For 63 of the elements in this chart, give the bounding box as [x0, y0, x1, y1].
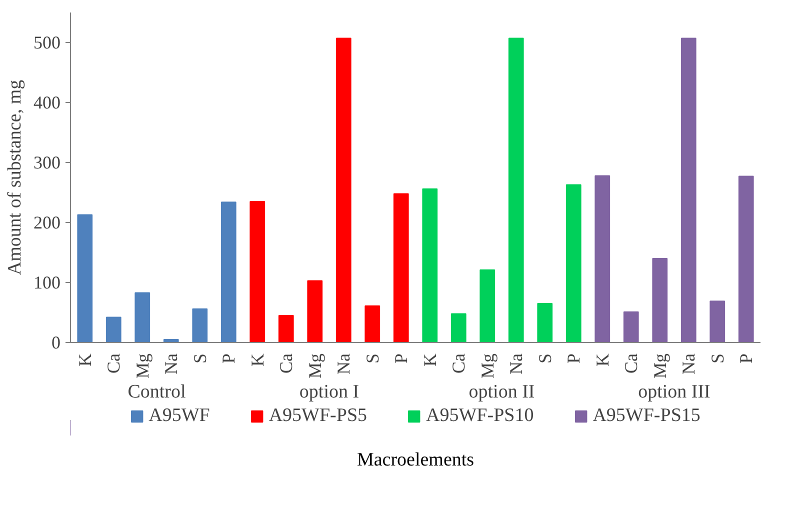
x-tick-label: K [247, 354, 268, 366]
x-tick-label: K [592, 354, 612, 366]
bar [480, 269, 496, 342]
x-tick-label: K [420, 354, 440, 366]
y-tick-label: 300 [34, 152, 60, 172]
legend-label: A95WF-PS15 [592, 405, 700, 427]
bar [422, 188, 438, 342]
legend-label: A95WF-PS5 [268, 405, 368, 427]
x-tick-label: Na [334, 353, 354, 374]
x-tick-label: Na [506, 353, 526, 374]
y-tick-label: 400 [34, 92, 60, 112]
bar [336, 38, 352, 342]
bar [508, 38, 524, 342]
bar [710, 300, 726, 342]
x-tick-label: Na [678, 353, 699, 374]
x-tick-label: Na [161, 353, 182, 374]
x-tick-label: P [391, 353, 412, 364]
bar [680, 38, 696, 342]
x-tick-label: Ca [104, 353, 124, 374]
bar [652, 258, 668, 342]
x-tick-label: S [190, 353, 210, 364]
bar [220, 202, 236, 342]
x-tick-label: Mg [477, 353, 498, 379]
x-tick-label: K [74, 354, 95, 366]
bar [106, 316, 122, 342]
x-tick-label: Ca [276, 353, 296, 374]
x-tick-label: Ca [621, 353, 642, 374]
x-tick-label: Mg [650, 353, 670, 379]
x-tick-label: S [534, 353, 555, 364]
x-tick-label: Mg [304, 353, 325, 379]
bar [192, 308, 208, 342]
bar [450, 313, 466, 342]
x-tick-label: P [736, 353, 756, 364]
x-tick-label: S [362, 353, 382, 364]
legend-label: A95WF-PS10 [426, 405, 534, 427]
bar [566, 184, 582, 342]
bar [623, 311, 639, 342]
bar [364, 305, 380, 342]
bar [594, 175, 610, 342]
text: Control [128, 382, 186, 402]
y-axis-title: Amount of substance, mg [4, 79, 26, 276]
bar [307, 280, 323, 342]
x-tick-label: P [218, 353, 239, 364]
text: option II [468, 382, 535, 402]
y-tick-label: 0 [52, 332, 60, 352]
legend-label: A95WF [148, 405, 210, 427]
x-tick-label: Ca [448, 353, 469, 374]
x-tick-label: S [707, 353, 728, 364]
y-tick-label: 500 [34, 32, 60, 52]
y-tick-label: 200 [34, 212, 60, 232]
text: option III [638, 382, 710, 402]
bar [738, 176, 754, 342]
text: option I [299, 382, 360, 402]
bar [77, 214, 93, 342]
bar [278, 315, 294, 342]
bar [393, 193, 409, 342]
bar [134, 292, 150, 342]
y-tick-label: 100 [34, 272, 60, 292]
bar [537, 303, 553, 342]
x-tick-label: P [564, 353, 584, 364]
bar [250, 201, 266, 342]
x-tick-label: Mg [132, 353, 152, 379]
x-axis-title: Macroelements [356, 450, 474, 470]
